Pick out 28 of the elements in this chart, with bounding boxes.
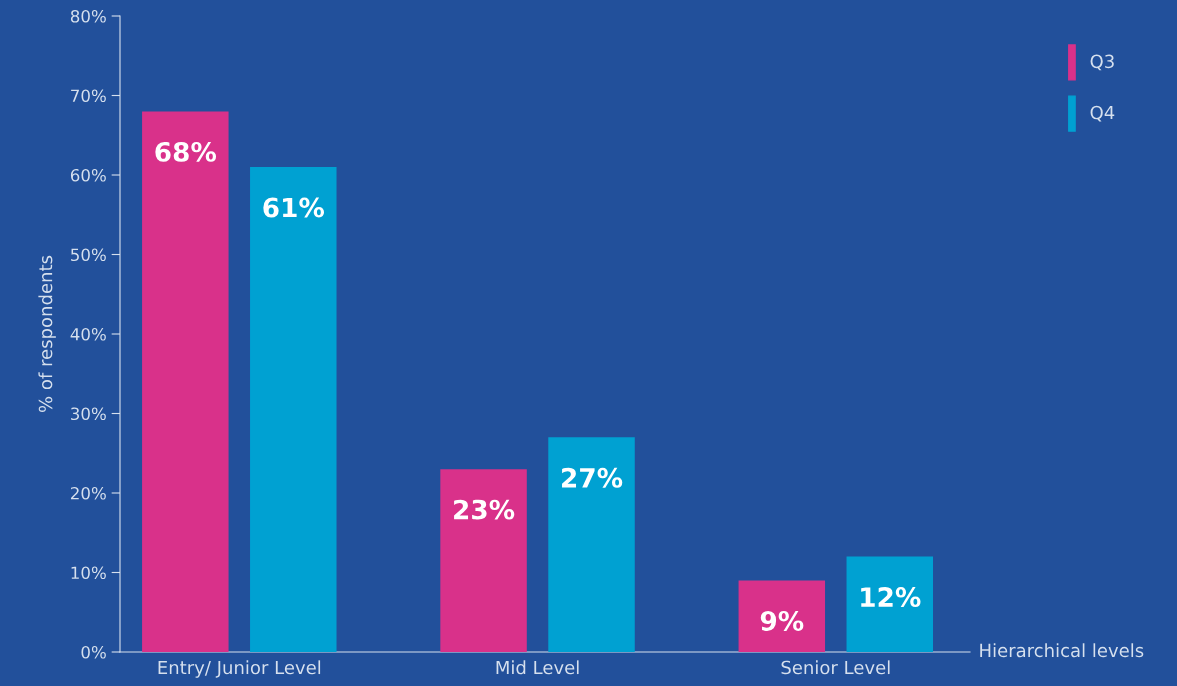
legend-label: Q4 [1090,105,1115,122]
legend-label: Q3 [1090,54,1114,71]
y-tick-label: 10% [71,566,106,580]
y-tick-label: 30% [71,407,106,421]
x-tick-label: Senior Level [781,660,890,675]
x-tick-label: Entry/ Junior Level [158,660,321,678]
x-tick-label: Mid Level [496,660,579,675]
x-axis-title: Hierarchical levels [980,643,1144,658]
y-tick-label: 50% [71,248,106,262]
data-label: 61% [263,197,325,218]
bar [846,556,934,652]
data-label: 27% [562,467,623,488]
y-tick-label: 60% [70,168,106,182]
data-label: 23% [454,499,515,520]
y-tick-label: 0% [81,645,106,659]
bar [142,111,229,652]
bar [548,437,635,652]
y-tick-label: 80% [70,9,106,23]
data-label: 68% [155,141,217,162]
y-tick-label: 40% [70,327,106,341]
y-tick-label: 20% [70,486,106,500]
data-label: 9% [760,610,804,631]
bar [440,469,527,652]
bar [250,167,337,652]
y-tick-label: 70% [71,89,106,103]
bar [738,580,826,652]
y-axis-title: % of respondents [38,255,56,413]
data-label: 12% [861,587,921,608]
